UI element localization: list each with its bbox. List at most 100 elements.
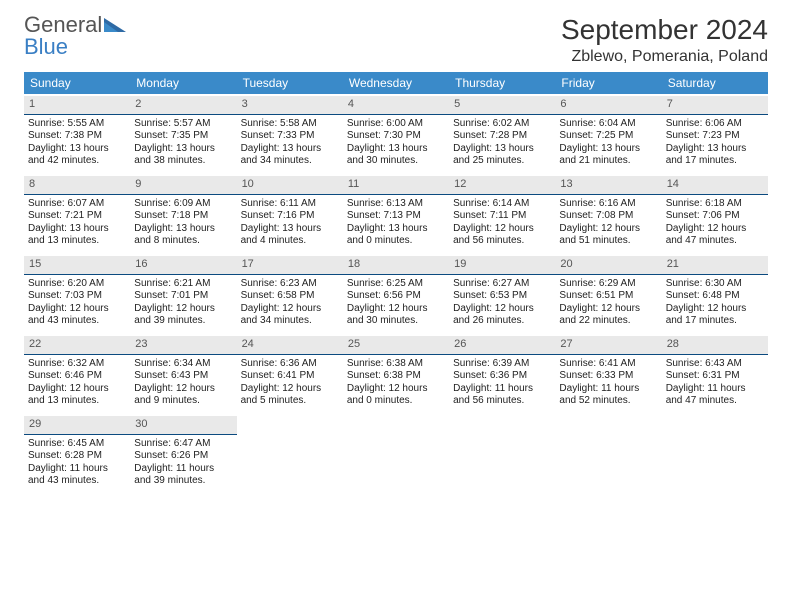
daylight-line: Daylight: 11 hours and 52 minutes. (559, 383, 657, 408)
daylight-line: Daylight: 12 hours and 0 minutes. (347, 383, 445, 408)
daylight-line: Daylight: 11 hours and 47 minutes. (666, 383, 764, 408)
daylight-line: Daylight: 12 hours and 30 minutes. (347, 303, 445, 328)
day-cell: 11Sunrise: 6:13 AMSunset: 7:13 PMDayligh… (343, 174, 449, 254)
sunrise-line: Sunrise: 6:27 AM (453, 278, 551, 291)
sunset-line: Sunset: 6:43 PM (134, 370, 232, 383)
day-cell: 17 Sunrise: 6:23 AMSunset: 6:58 PMDayligh… (237, 254, 343, 334)
sunset-line: Sunset: 7:18 PM (134, 210, 232, 223)
header: General Blue September 2024 Zblewo, Pome… (24, 14, 768, 66)
date-number: 24 (237, 336, 343, 355)
sunrise-line: Sunrise: 6:45 AM (28, 438, 126, 451)
sunset-line: Sunset: 7:25 PM (559, 130, 657, 143)
week-row: 22Sunrise: 6:32 AMSunset: 6:46 PMDayligh… (24, 334, 768, 414)
sunrise-line: Sunrise: 6:39 AM (453, 358, 551, 371)
sunset-line: Sunset: 7:01 PM (134, 290, 232, 303)
day-cell: 27 Sunrise: 6:41 AMSunset: 6:33 PMDayligh… (555, 334, 661, 414)
sunrise-line: Sunrise: 6:21 AM (134, 278, 232, 291)
sunrise-line: Sunrise: 6:00 AM (347, 118, 445, 131)
daylight-line: Daylight: 12 hours and 47 minutes. (666, 223, 764, 248)
sunrise-line: Sunrise: 6:43 AM (666, 358, 764, 371)
sunset-line: Sunset: 7:06 PM (666, 210, 764, 223)
date-number: 28 (662, 336, 768, 355)
daylight-line: Daylight: 13 hours and 17 minutes. (666, 143, 764, 168)
sunrise-line: Sunrise: 6:38 AM (347, 358, 445, 371)
date-number: 30 (130, 416, 236, 435)
sunrise-line: Sunrise: 6:11 AM (241, 198, 339, 211)
daylight-line: Daylight: 13 hours and 34 minutes. (241, 143, 339, 168)
daylight-line: Daylight: 11 hours and 39 minutes. (134, 463, 232, 488)
sunset-line: Sunset: 6:38 PM (347, 370, 445, 383)
day-cell (343, 414, 449, 494)
date-number: 29 (24, 416, 130, 435)
sunrise-line: Sunrise: 6:16 AM (559, 198, 657, 211)
sunrise-line: Sunrise: 6:14 AM (453, 198, 551, 211)
date-number: 9 (130, 176, 236, 195)
logo-word2: Blue (24, 34, 68, 59)
daylight-line: Daylight: 12 hours and 34 minutes. (241, 303, 339, 328)
day-cell: 6Sunrise: 6:04 AMSunset: 7:25 PMDaylight… (555, 94, 661, 174)
day-cell: 21Sunrise: 6:30 AMSunset: 6:48 PMDayligh… (662, 254, 768, 334)
daylight-line: Daylight: 12 hours and 51 minutes. (559, 223, 657, 248)
date-number: 21 (662, 256, 768, 275)
calendar-body: 1Sunrise: 5:55 AMSunset: 7:38 PMDaylight… (24, 94, 768, 494)
daylight-line: Daylight: 13 hours and 21 minutes. (559, 143, 657, 168)
day-cell: 14Sunrise: 6:18 AMSunset: 7:06 PMDayligh… (662, 174, 768, 254)
date-number: 18 (343, 256, 449, 275)
sunrise-line: Sunrise: 5:58 AM (241, 118, 339, 131)
month-title: September 2024 (561, 14, 768, 46)
day-cell: 30Sunrise: 6:47 AMSunset: 6:26 PMDayligh… (130, 414, 236, 494)
sunset-line: Sunset: 6:46 PM (28, 370, 126, 383)
calendar-page: General Blue September 2024 Zblewo, Pome… (0, 0, 792, 508)
sunset-line: Sunset: 6:58 PM (241, 290, 339, 303)
sunset-line: Sunset: 6:48 PM (666, 290, 764, 303)
day-cell: 18 Sunrise: 6:25 AMSunset: 6:56 PMDayligh… (343, 254, 449, 334)
sunset-line: Sunset: 6:51 PM (559, 290, 657, 303)
daylight-line: Daylight: 13 hours and 8 minutes. (134, 223, 232, 248)
day-cell: 7Sunrise: 6:06 AMSunset: 7:23 PMDaylight… (662, 94, 768, 174)
daylight-line: Daylight: 13 hours and 0 minutes. (347, 223, 445, 248)
sunset-line: Sunset: 6:28 PM (28, 450, 126, 463)
daylight-line: Daylight: 12 hours and 5 minutes. (241, 383, 339, 408)
sunset-line: Sunset: 7:03 PM (28, 290, 126, 303)
sunset-line: Sunset: 6:53 PM (453, 290, 551, 303)
sunrise-line: Sunrise: 6:29 AM (559, 278, 657, 291)
sunset-line: Sunset: 6:33 PM (559, 370, 657, 383)
location: Zblewo, Pomerania, Poland (561, 48, 768, 66)
sunrise-line: Sunrise: 6:47 AM (134, 438, 232, 451)
sunrise-line: Sunrise: 5:55 AM (28, 118, 126, 131)
sunset-line: Sunset: 7:33 PM (241, 130, 339, 143)
week-row: 8Sunrise: 6:07 AMSunset: 7:21 PMDaylight… (24, 174, 768, 254)
sunrise-line: Sunrise: 6:41 AM (559, 358, 657, 371)
day-cell: 1Sunrise: 5:55 AMSunset: 7:38 PMDaylight… (24, 94, 130, 174)
sunrise-line: Sunrise: 6:06 AM (666, 118, 764, 131)
sunrise-line: Sunrise: 6:34 AM (134, 358, 232, 371)
date-number: 10 (237, 176, 343, 195)
sunrise-line: Sunrise: 6:23 AM (241, 278, 339, 291)
dow-mon: Monday (130, 72, 236, 94)
day-cell: 25Sunrise: 6:38 AMSunset: 6:38 PMDayligh… (343, 334, 449, 414)
calendar-table: Sunday Monday Tuesday Wednesday Thursday… (24, 72, 768, 494)
sunrise-line: Sunrise: 6:32 AM (28, 358, 126, 371)
day-cell: 26Sunrise: 6:39 AMSunset: 6:36 PMDayligh… (449, 334, 555, 414)
title-block: September 2024 Zblewo, Pomerania, Poland (561, 14, 768, 66)
day-cell: 10 Sunrise: 6:11 AMSunset: 7:16 PMDayligh… (237, 174, 343, 254)
sunset-line: Sunset: 6:31 PM (666, 370, 764, 383)
date-number: 20 (555, 256, 661, 275)
date-number: 15 (24, 256, 130, 275)
daylight-line: Daylight: 11 hours and 43 minutes. (28, 463, 126, 488)
day-cell (237, 414, 343, 494)
sunrise-line: Sunrise: 6:25 AM (347, 278, 445, 291)
sunset-line: Sunset: 7:16 PM (241, 210, 339, 223)
day-cell: 22Sunrise: 6:32 AMSunset: 6:46 PMDayligh… (24, 334, 130, 414)
sunset-line: Sunset: 6:56 PM (347, 290, 445, 303)
date-number: 23 (130, 336, 236, 355)
date-number: 17 (237, 256, 343, 275)
sunrise-line: Sunrise: 6:02 AM (453, 118, 551, 131)
daylight-line: Daylight: 13 hours and 4 minutes. (241, 223, 339, 248)
sunset-line: Sunset: 7:30 PM (347, 130, 445, 143)
date-number: 27 (555, 336, 661, 355)
day-cell: 3Sunrise: 5:58 AMSunset: 7:33 PMDaylight… (237, 94, 343, 174)
sunset-line: Sunset: 7:28 PM (453, 130, 551, 143)
date-number: 1 (24, 96, 130, 115)
date-number: 13 (555, 176, 661, 195)
